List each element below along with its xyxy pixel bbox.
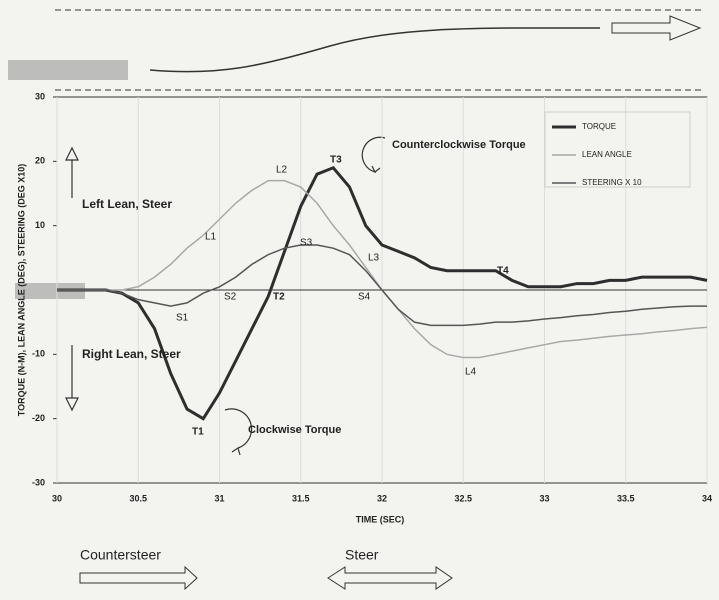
annotation: Steer <box>345 547 379 563</box>
annotation: S2 <box>224 292 237 303</box>
annotation: L1 <box>205 232 217 243</box>
annotation: L3 <box>368 253 380 264</box>
decoration <box>8 9 705 591</box>
y-tick-label: 30 <box>35 91 45 101</box>
annotation: Clockwise Torque <box>248 424 341 436</box>
annotation: T4 <box>497 266 509 277</box>
arrow <box>224 408 253 456</box>
annotation: S3 <box>300 238 313 249</box>
x-tick-label: 32.5 <box>454 493 472 503</box>
legend-label: LEAN ANGLE <box>582 150 632 159</box>
annotation: T1 <box>192 427 204 438</box>
annotation: Left Lean, Steer <box>82 197 172 211</box>
y-tick-label: -20 <box>32 413 45 423</box>
arrow <box>361 136 386 173</box>
motorcycle-icon <box>15 283 85 299</box>
y-tick-label: -30 <box>32 477 45 487</box>
x-tick-label: 32 <box>377 493 387 503</box>
x-tick-label: 33 <box>539 493 549 503</box>
annotation: Counterclockwise Torque <box>392 139 526 151</box>
legend-box <box>544 111 691 188</box>
annotation: L2 <box>276 165 288 176</box>
x-tick-label: 30 <box>52 493 62 503</box>
arrow <box>79 565 198 591</box>
annotation: S4 <box>358 292 371 303</box>
y-tick-label: 10 <box>35 220 45 230</box>
series-line <box>57 244 707 327</box>
legend-label: TORQUE <box>582 122 616 131</box>
annotation: T2 <box>273 292 285 303</box>
x-tick-label: 33.5 <box>617 493 635 503</box>
arrow <box>65 146 79 198</box>
x-tick-label: 31.5 <box>292 493 310 503</box>
legend-label: STEERING X 10 <box>582 178 642 187</box>
y-tick-label: 20 <box>35 156 45 166</box>
x-axis-label: TIME (SEC) <box>356 514 405 524</box>
y-tick-label: -10 <box>32 349 45 359</box>
x-tick-label: 31 <box>214 493 224 503</box>
y-axis-label: TORQUE (N-M), LEAN ANGLE (DEG), STEERING… <box>16 164 26 417</box>
arrow <box>65 345 79 412</box>
annotation: T3 <box>330 155 342 166</box>
arrow <box>327 566 453 590</box>
series-line <box>57 165 708 421</box>
annotation: Right Lean, Steer <box>82 347 181 361</box>
path-curve <box>149 27 601 73</box>
arrow <box>611 15 702 41</box>
motorcycle-icon <box>8 60 128 80</box>
x-tick-label: 30.5 <box>129 493 147 503</box>
annotation: Countersteer <box>80 547 161 563</box>
annotation: L4 <box>465 367 477 378</box>
annotation: S1 <box>176 313 189 324</box>
x-tick-label: 34 <box>702 493 712 503</box>
